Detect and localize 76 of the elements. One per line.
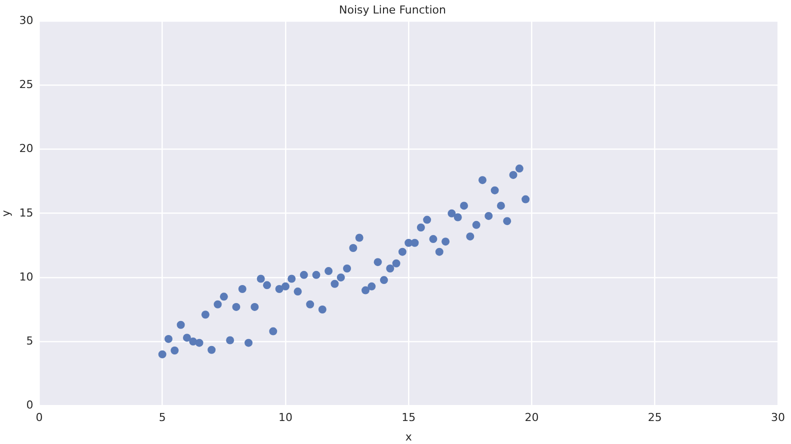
point [374,258,382,266]
y-tick-label: 25 [19,78,34,92]
point [429,235,438,244]
point [435,248,444,256]
point [496,202,505,210]
point [386,264,394,272]
point [220,292,228,301]
point [472,220,480,229]
point [478,176,486,184]
y-tick-label: 20 [19,142,34,156]
y-tick-label: 15 [19,206,34,220]
point [238,285,246,293]
point [454,213,462,222]
point [189,338,198,346]
y-axis-title: y [0,210,12,217]
point [306,300,314,308]
x-tick-label: 0 [36,411,43,424]
point [244,338,253,347]
point [262,281,271,290]
point [410,238,419,247]
point [423,216,432,224]
point [509,170,518,179]
point [503,217,512,226]
x-tick-label: 5 [158,411,166,424]
point [466,232,474,240]
y-tick-label: 0 [26,398,34,412]
point [318,306,326,314]
point [208,346,216,354]
point [250,302,259,311]
point [275,285,284,293]
point [294,288,302,296]
point [226,336,234,344]
point [300,270,308,279]
x-tick-label: 15 [402,411,416,424]
point [522,195,530,204]
point [281,282,290,290]
point [269,327,278,336]
x-tick-label: 25 [648,411,662,424]
point [380,276,388,284]
point [232,302,240,311]
point [442,238,450,246]
x-tick-label: 30 [771,411,785,424]
point [170,346,179,355]
point [398,248,406,256]
point [460,202,468,210]
point [201,310,210,319]
point [343,264,352,272]
point [484,212,493,220]
point [164,334,172,343]
point [355,234,364,242]
point [214,300,222,308]
point [416,223,425,232]
point [362,286,370,294]
point [288,274,296,283]
x-tick-label: 10 [278,411,292,424]
point [392,259,400,268]
point [182,334,191,342]
point [256,274,265,283]
x-tick-label: 20 [524,411,539,424]
point [515,164,524,173]
point [330,280,339,288]
point [349,244,358,252]
x-axis-title: x [405,430,412,444]
chart-title: Noisy Line Function [339,3,446,16]
point [448,209,456,218]
point [195,338,204,347]
point [312,270,320,279]
y-tick-label: 30 [19,14,34,28]
y-tick-label: 10 [19,270,34,284]
point [490,186,499,194]
point [176,320,185,329]
y-tick-label: 5 [26,334,34,348]
point [368,282,376,290]
point [158,350,166,358]
point [324,267,333,276]
point [336,273,345,282]
